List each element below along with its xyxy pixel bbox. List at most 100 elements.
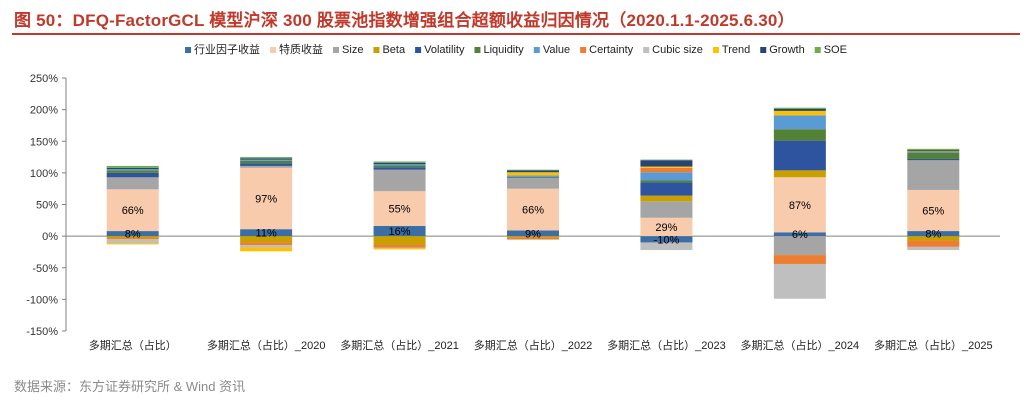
bar-segment	[640, 236, 693, 243]
bar-segment	[640, 159, 693, 161]
bar-segment	[507, 177, 559, 189]
bar-segment	[106, 172, 159, 178]
bar-segment	[773, 107, 826, 109]
bar-segment	[373, 162, 426, 165]
data-label: 55%	[389, 204, 411, 216]
legend-swatch	[533, 47, 540, 53]
legend-item: SOE	[814, 44, 847, 56]
x-tick-label: 多期汇总（占比）_2020	[207, 338, 326, 352]
bar-segment	[106, 165, 159, 168]
bar-segment	[507, 239, 559, 240]
legend-swatch	[185, 47, 192, 53]
bar-segment	[240, 247, 293, 252]
bar-segment	[373, 244, 426, 248]
bar-segment	[507, 169, 559, 171]
x-tick-label: 多期汇总（占比）	[89, 338, 177, 352]
legend-item: 特质收益	[270, 42, 323, 56]
bar-segment	[907, 231, 960, 237]
bar-segment	[240, 158, 293, 160]
bar-segment	[507, 230, 559, 237]
bar-segment	[373, 167, 426, 170]
bar-segment	[373, 169, 426, 192]
bar-segment	[106, 236, 159, 239]
bar-segment	[773, 170, 826, 178]
bar-segment	[640, 195, 693, 202]
bar-segment	[240, 229, 293, 237]
legend-label: Size	[342, 44, 363, 56]
bar-segment	[240, 165, 293, 168]
bar-series	[106, 107, 960, 299]
legend-item: 行业因子收益	[185, 42, 260, 56]
legend-item: Beta	[373, 44, 406, 56]
bar-segment	[507, 176, 559, 178]
legend-item: Size	[333, 44, 363, 56]
bar-segment	[773, 232, 826, 237]
data-label: 97%	[255, 193, 277, 205]
y-tick-label: 0%	[42, 231, 58, 243]
y-tick-label: 200%	[30, 105, 58, 117]
x-tick-label: 多期汇总（占比）_2022	[474, 338, 593, 352]
bar-segment	[240, 242, 293, 245]
bar-segment	[373, 191, 426, 227]
x-tick-label: 多期汇总（占比）_2024	[741, 338, 860, 352]
bar-segment	[640, 180, 693, 183]
bar-segment	[240, 244, 293, 248]
bar-segment	[106, 231, 159, 237]
legend-label: Volatility	[424, 44, 465, 56]
y-tick-label: 150%	[30, 136, 58, 148]
y-tick-label: -150%	[26, 326, 58, 338]
data-label: 8%	[925, 229, 941, 241]
legend-item: Cubic size	[643, 44, 703, 56]
bar-segment	[106, 170, 159, 173]
data-label: 66%	[122, 205, 144, 217]
bar-segment	[773, 177, 826, 233]
y-tick-label: 250%	[30, 73, 58, 85]
bar-segment	[106, 167, 159, 170]
bar-segment	[640, 217, 693, 237]
bar-segment	[640, 167, 693, 173]
y-tick-label: 50%	[36, 200, 58, 212]
data-source-note: 数据来源：东方证券研究所 & Wind 资讯	[14, 379, 246, 394]
data-label: 87%	[789, 200, 811, 212]
bar-segment	[106, 238, 159, 240]
bar-segment	[907, 152, 960, 153]
bar-segment	[907, 151, 960, 153]
legend-swatch	[474, 47, 481, 53]
bar-segment	[373, 161, 426, 163]
bar-segment	[907, 160, 960, 190]
bar-segment	[373, 247, 426, 249]
data-label: 66%	[522, 205, 544, 217]
bar-segment	[507, 175, 559, 177]
legend-swatch	[580, 47, 587, 53]
bar-segment	[773, 140, 826, 171]
bar-segment	[640, 166, 693, 168]
data-label: 65%	[922, 206, 944, 218]
bar-segment	[507, 170, 559, 173]
legend-label: Liquidity	[483, 44, 524, 56]
bar-segment	[907, 152, 960, 159]
legend-swatch	[415, 47, 422, 53]
x-axis-labels: 多期汇总（占比） 多期汇总（占比）_2020 多期汇总（占比）_2021 多期汇总（占…	[89, 338, 993, 352]
x-tick-label: 多期汇总（占比）_2021	[340, 338, 459, 352]
bar-segment	[773, 255, 826, 264]
legend: 行业因子收益 特质收益 Size Beta Volatility Liquidity Val…	[185, 42, 847, 56]
legend-swatch	[760, 47, 767, 53]
bar-segment	[907, 246, 960, 251]
bar-segment	[773, 110, 826, 116]
data-label: 11%	[256, 228, 277, 240]
bar-segment	[640, 160, 693, 167]
bar-segment	[773, 115, 826, 130]
bar-segment	[907, 158, 960, 161]
bar-segment	[373, 164, 426, 166]
legend-item: Trend	[712, 44, 750, 56]
y-tick-label: -50%	[32, 263, 58, 275]
bar-segment	[640, 182, 693, 196]
bar-segment	[240, 236, 293, 243]
legend-label: 特质收益	[279, 42, 323, 56]
bar-segment	[106, 169, 159, 171]
bar-segment	[640, 242, 693, 251]
bar-segment	[507, 172, 559, 176]
data-label: 8%	[125, 229, 141, 241]
bar-segment	[773, 263, 826, 299]
legend-label: 行业因子收益	[194, 42, 260, 56]
